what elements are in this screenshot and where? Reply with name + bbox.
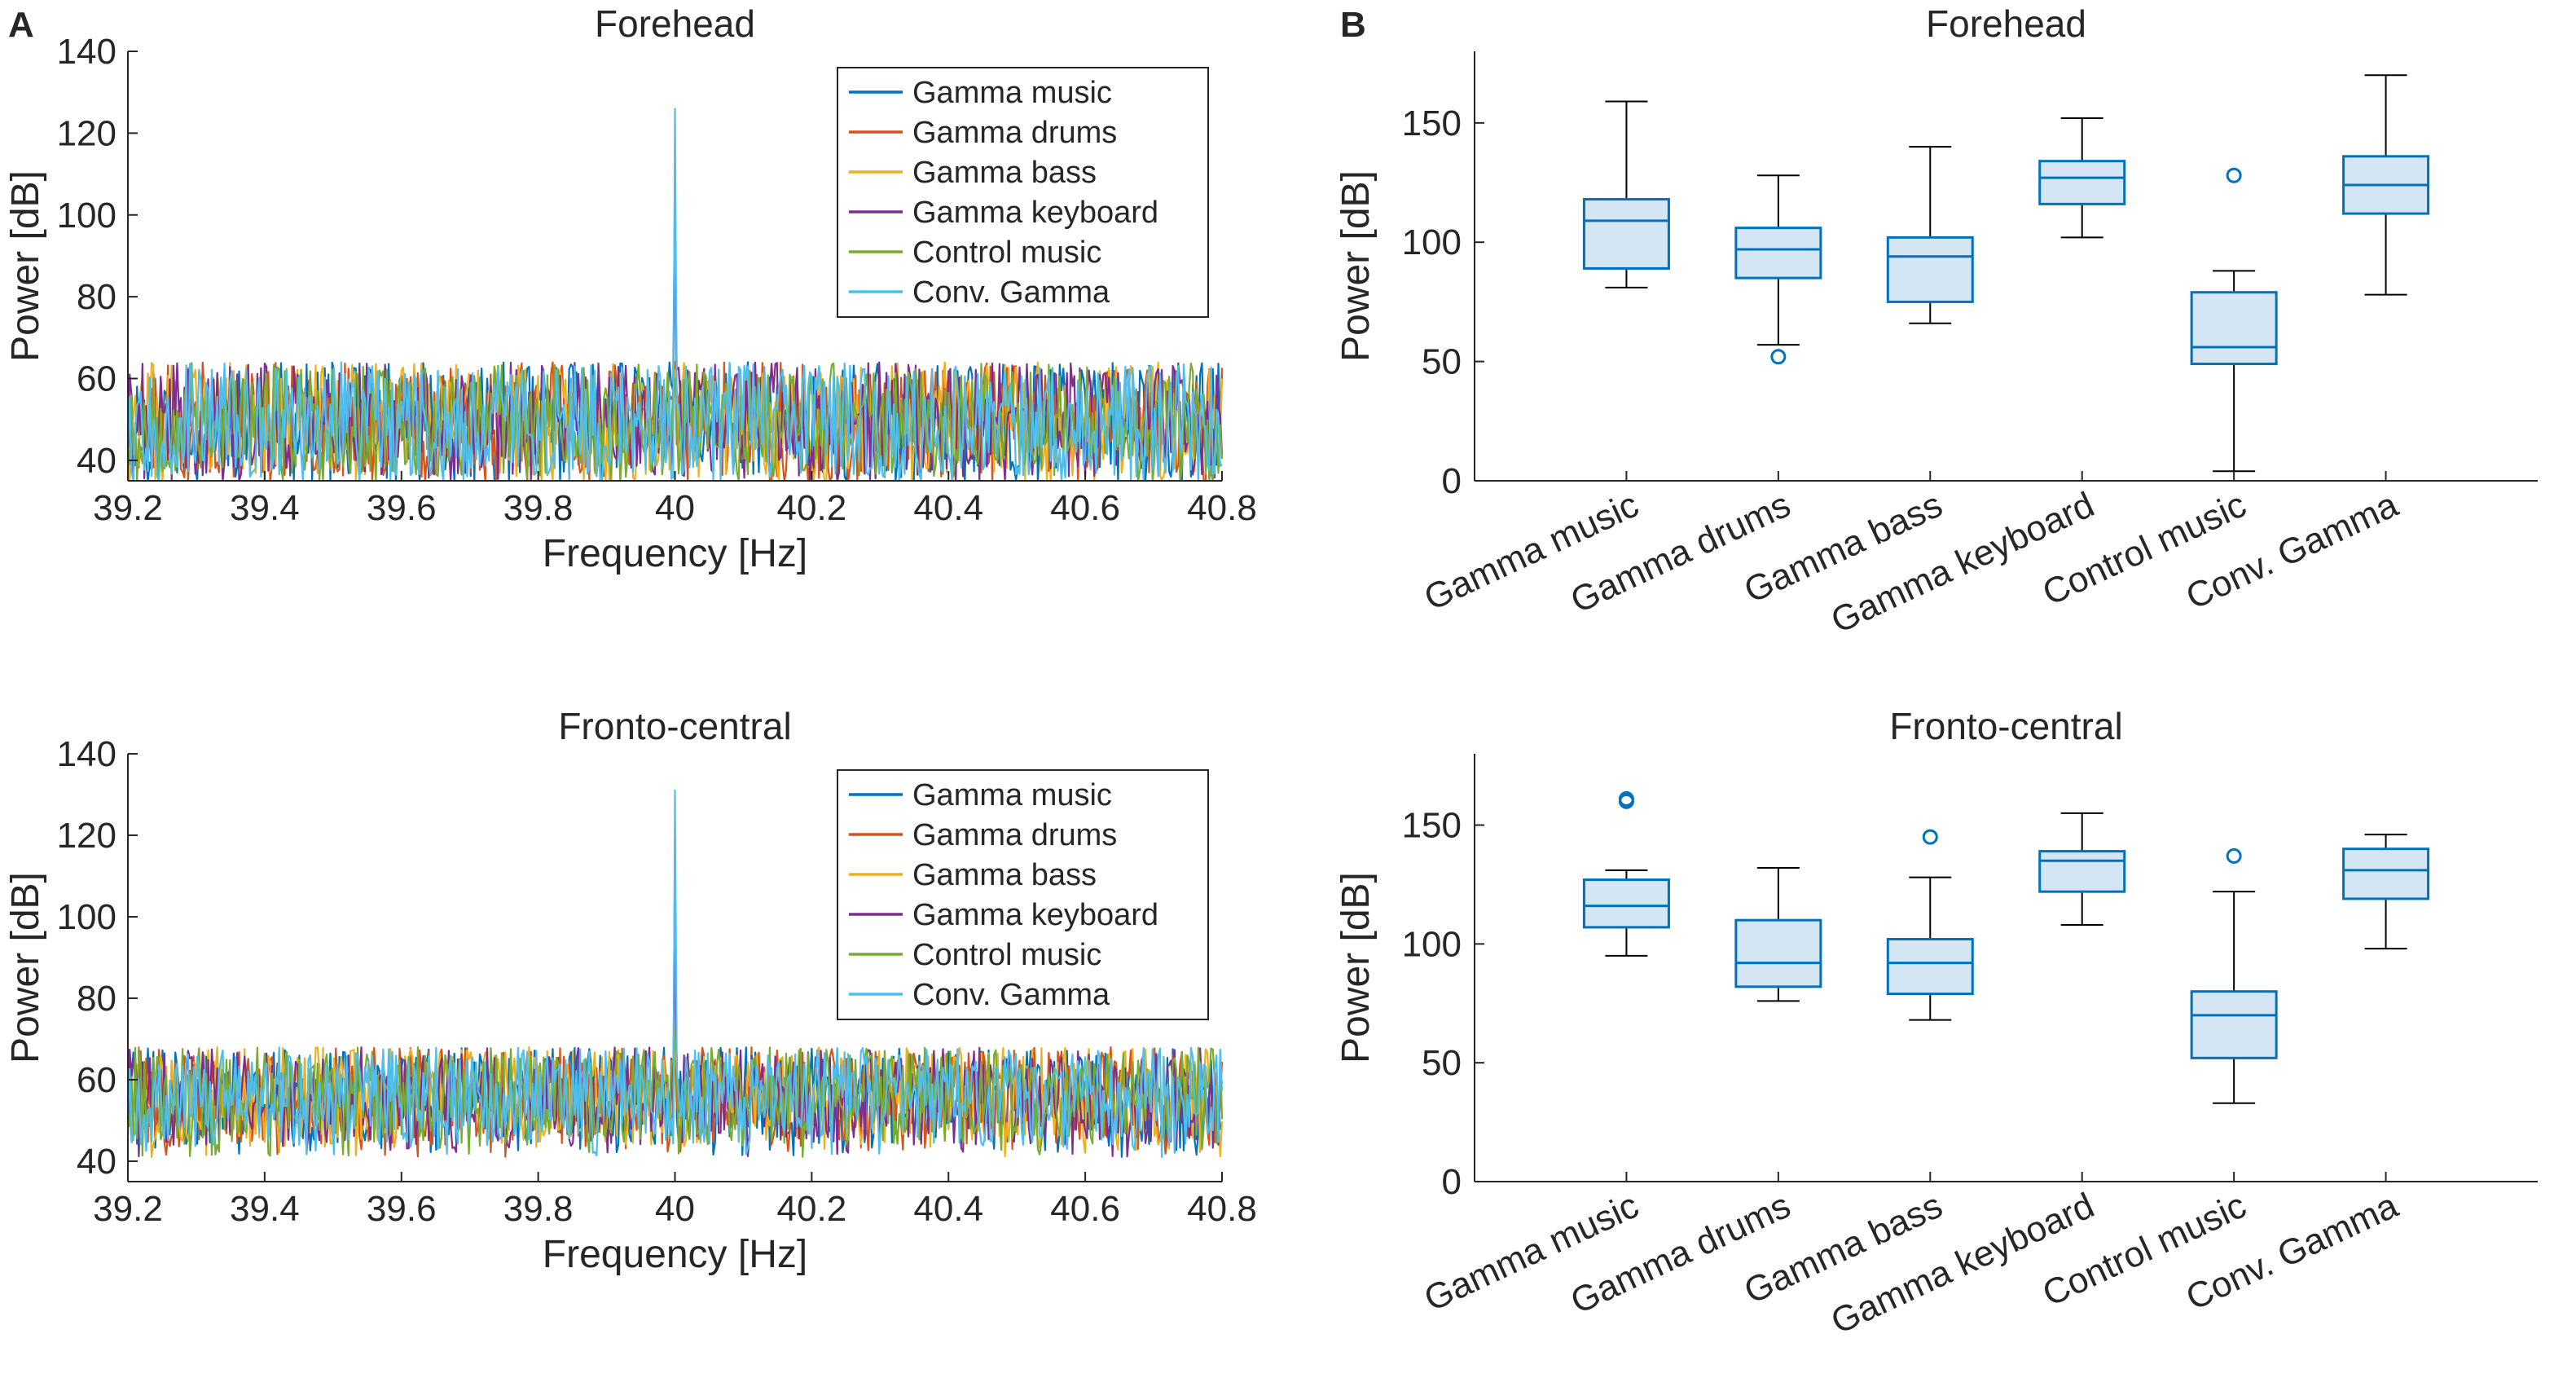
box-iqr — [1582, 198, 1670, 270]
x-tick-label: 39.4 — [230, 488, 300, 528]
y-tick-label: 40 — [77, 1142, 116, 1182]
x-tick-label: 39.6 — [367, 488, 437, 528]
legend-label: Gamma keyboard — [912, 898, 1158, 932]
box-iqr — [2038, 160, 2126, 205]
legend-box — [837, 769, 1209, 1020]
category-label: Gamma keyboard — [1825, 1186, 2100, 1342]
y-axis-label: Power [dB] — [4, 872, 47, 1063]
legend-label: Gamma bass — [912, 858, 1097, 892]
legend-label: Gamma bass — [912, 156, 1097, 190]
x-tick-label: 39.2 — [93, 1189, 163, 1229]
legend-label: Conv. Gamma — [912, 275, 1110, 310]
chart-title: Forehead — [595, 2, 755, 45]
y-tick-label: 100 — [1402, 222, 1462, 262]
box-iqr — [1886, 938, 1974, 996]
x-tick-label: 40.2 — [777, 488, 847, 528]
x-tick-label: 40.8 — [1187, 488, 1257, 528]
box-outlier — [1922, 829, 1938, 845]
legend-box — [837, 67, 1209, 318]
y-axis-label: Power [dB] — [4, 170, 47, 362]
y-tick-label: 0 — [1442, 461, 1462, 501]
chart-title: Forehead — [1926, 2, 2086, 45]
y-tick-label: 40 — [77, 441, 116, 481]
x-tick-label: 40 — [655, 488, 695, 528]
y-axis-label: Power [dB] — [1334, 170, 1378, 362]
x-tick-label: 39.8 — [503, 488, 574, 528]
y-tick-label: 100 — [57, 897, 116, 937]
y-tick-label: 80 — [77, 277, 116, 317]
box-outlier — [2226, 847, 2242, 864]
x-tick-label: 40.2 — [777, 1189, 847, 1229]
box-iqr — [1582, 878, 1670, 929]
y-tick-label: 150 — [1402, 103, 1462, 143]
box-outlier — [1618, 790, 1634, 807]
y-tick-label: 140 — [57, 32, 116, 72]
x-tick-label: 40.4 — [913, 488, 983, 528]
category-label: Gamma keyboard — [1825, 485, 2100, 641]
box-iqr — [2038, 850, 2126, 893]
y-tick-label: 50 — [1422, 342, 1462, 382]
legend-label: Gamma music — [912, 76, 1112, 110]
series-line-conv-gamma — [126, 789, 1224, 1159]
y-tick-label: 50 — [1422, 1043, 1462, 1083]
legend-label: Control music — [912, 236, 1101, 270]
x-tick-label: 39.6 — [367, 1189, 437, 1229]
y-tick-label: 80 — [77, 979, 116, 1019]
box-iqr — [1734, 227, 1822, 280]
y-tick-label: 100 — [57, 196, 116, 236]
box-iqr — [1734, 918, 1822, 988]
y-axis-label: Power [dB] — [1334, 872, 1378, 1063]
series-line-gamma-drums — [126, 361, 1224, 482]
series-line-conv-gamma — [126, 108, 1223, 482]
x-tick-label: 40.8 — [1187, 1189, 1257, 1229]
legend-label: Gamma drums — [912, 818, 1117, 852]
series-line-control-music — [126, 362, 1224, 482]
x-tick-label: 39.8 — [503, 1189, 574, 1229]
box-iqr — [2342, 847, 2430, 900]
legend-label: Gamma keyboard — [912, 196, 1158, 230]
y-tick-label: 0 — [1442, 1162, 1462, 1202]
box-outlier — [1770, 349, 1787, 365]
x-tick-label: 39.2 — [93, 488, 163, 528]
x-tick-label: 39.4 — [230, 1189, 300, 1229]
chart-title: Fronto-central — [558, 705, 791, 747]
fronto-central-spectrum-chart: 39.2 39.4 39.6 39.8 40 40.2 40.4 40.6 40.8 40 60 80… — [4, 705, 1257, 1276]
x-tick-label: 40 — [655, 1189, 695, 1229]
y-tick-label: 120 — [57, 816, 116, 856]
chart-title: Fronto-central — [1889, 705, 2122, 747]
panel-label-a: A — [8, 5, 34, 45]
y-tick-label: 60 — [77, 359, 116, 399]
y-tick-label: 60 — [77, 1060, 116, 1100]
forehead-spectrum-chart: 39.2 39.4 39.6 39.8 40 40.2 40.4 40.6 40.8 40 60 80… — [4, 2, 1257, 575]
y-tick-label: 140 — [57, 734, 116, 774]
x-tick-label: 40.6 — [1050, 488, 1120, 528]
box-iqr — [2190, 291, 2278, 366]
x-axis-label: Frequency [Hz] — [543, 1233, 807, 1276]
y-tick-label: 120 — [57, 113, 116, 153]
x-axis-label: Frequency [Hz] — [543, 532, 807, 575]
panel-label-b: B — [1340, 5, 1366, 45]
legend-label: Control music — [912, 938, 1101, 972]
box-iqr — [2190, 990, 2278, 1059]
x-tick-label: 40.4 — [913, 1189, 983, 1229]
legend-label: Gamma drums — [912, 116, 1117, 150]
box-outlier — [2226, 167, 2242, 183]
box-iqr — [1886, 236, 1974, 303]
x-tick-label: 40.6 — [1050, 1189, 1120, 1229]
y-tick-label: 150 — [1402, 806, 1462, 846]
y-tick-label: 100 — [1402, 924, 1462, 964]
legend-label: Conv. Gamma — [912, 978, 1110, 1012]
legend-label: Gamma music — [912, 778, 1112, 812]
